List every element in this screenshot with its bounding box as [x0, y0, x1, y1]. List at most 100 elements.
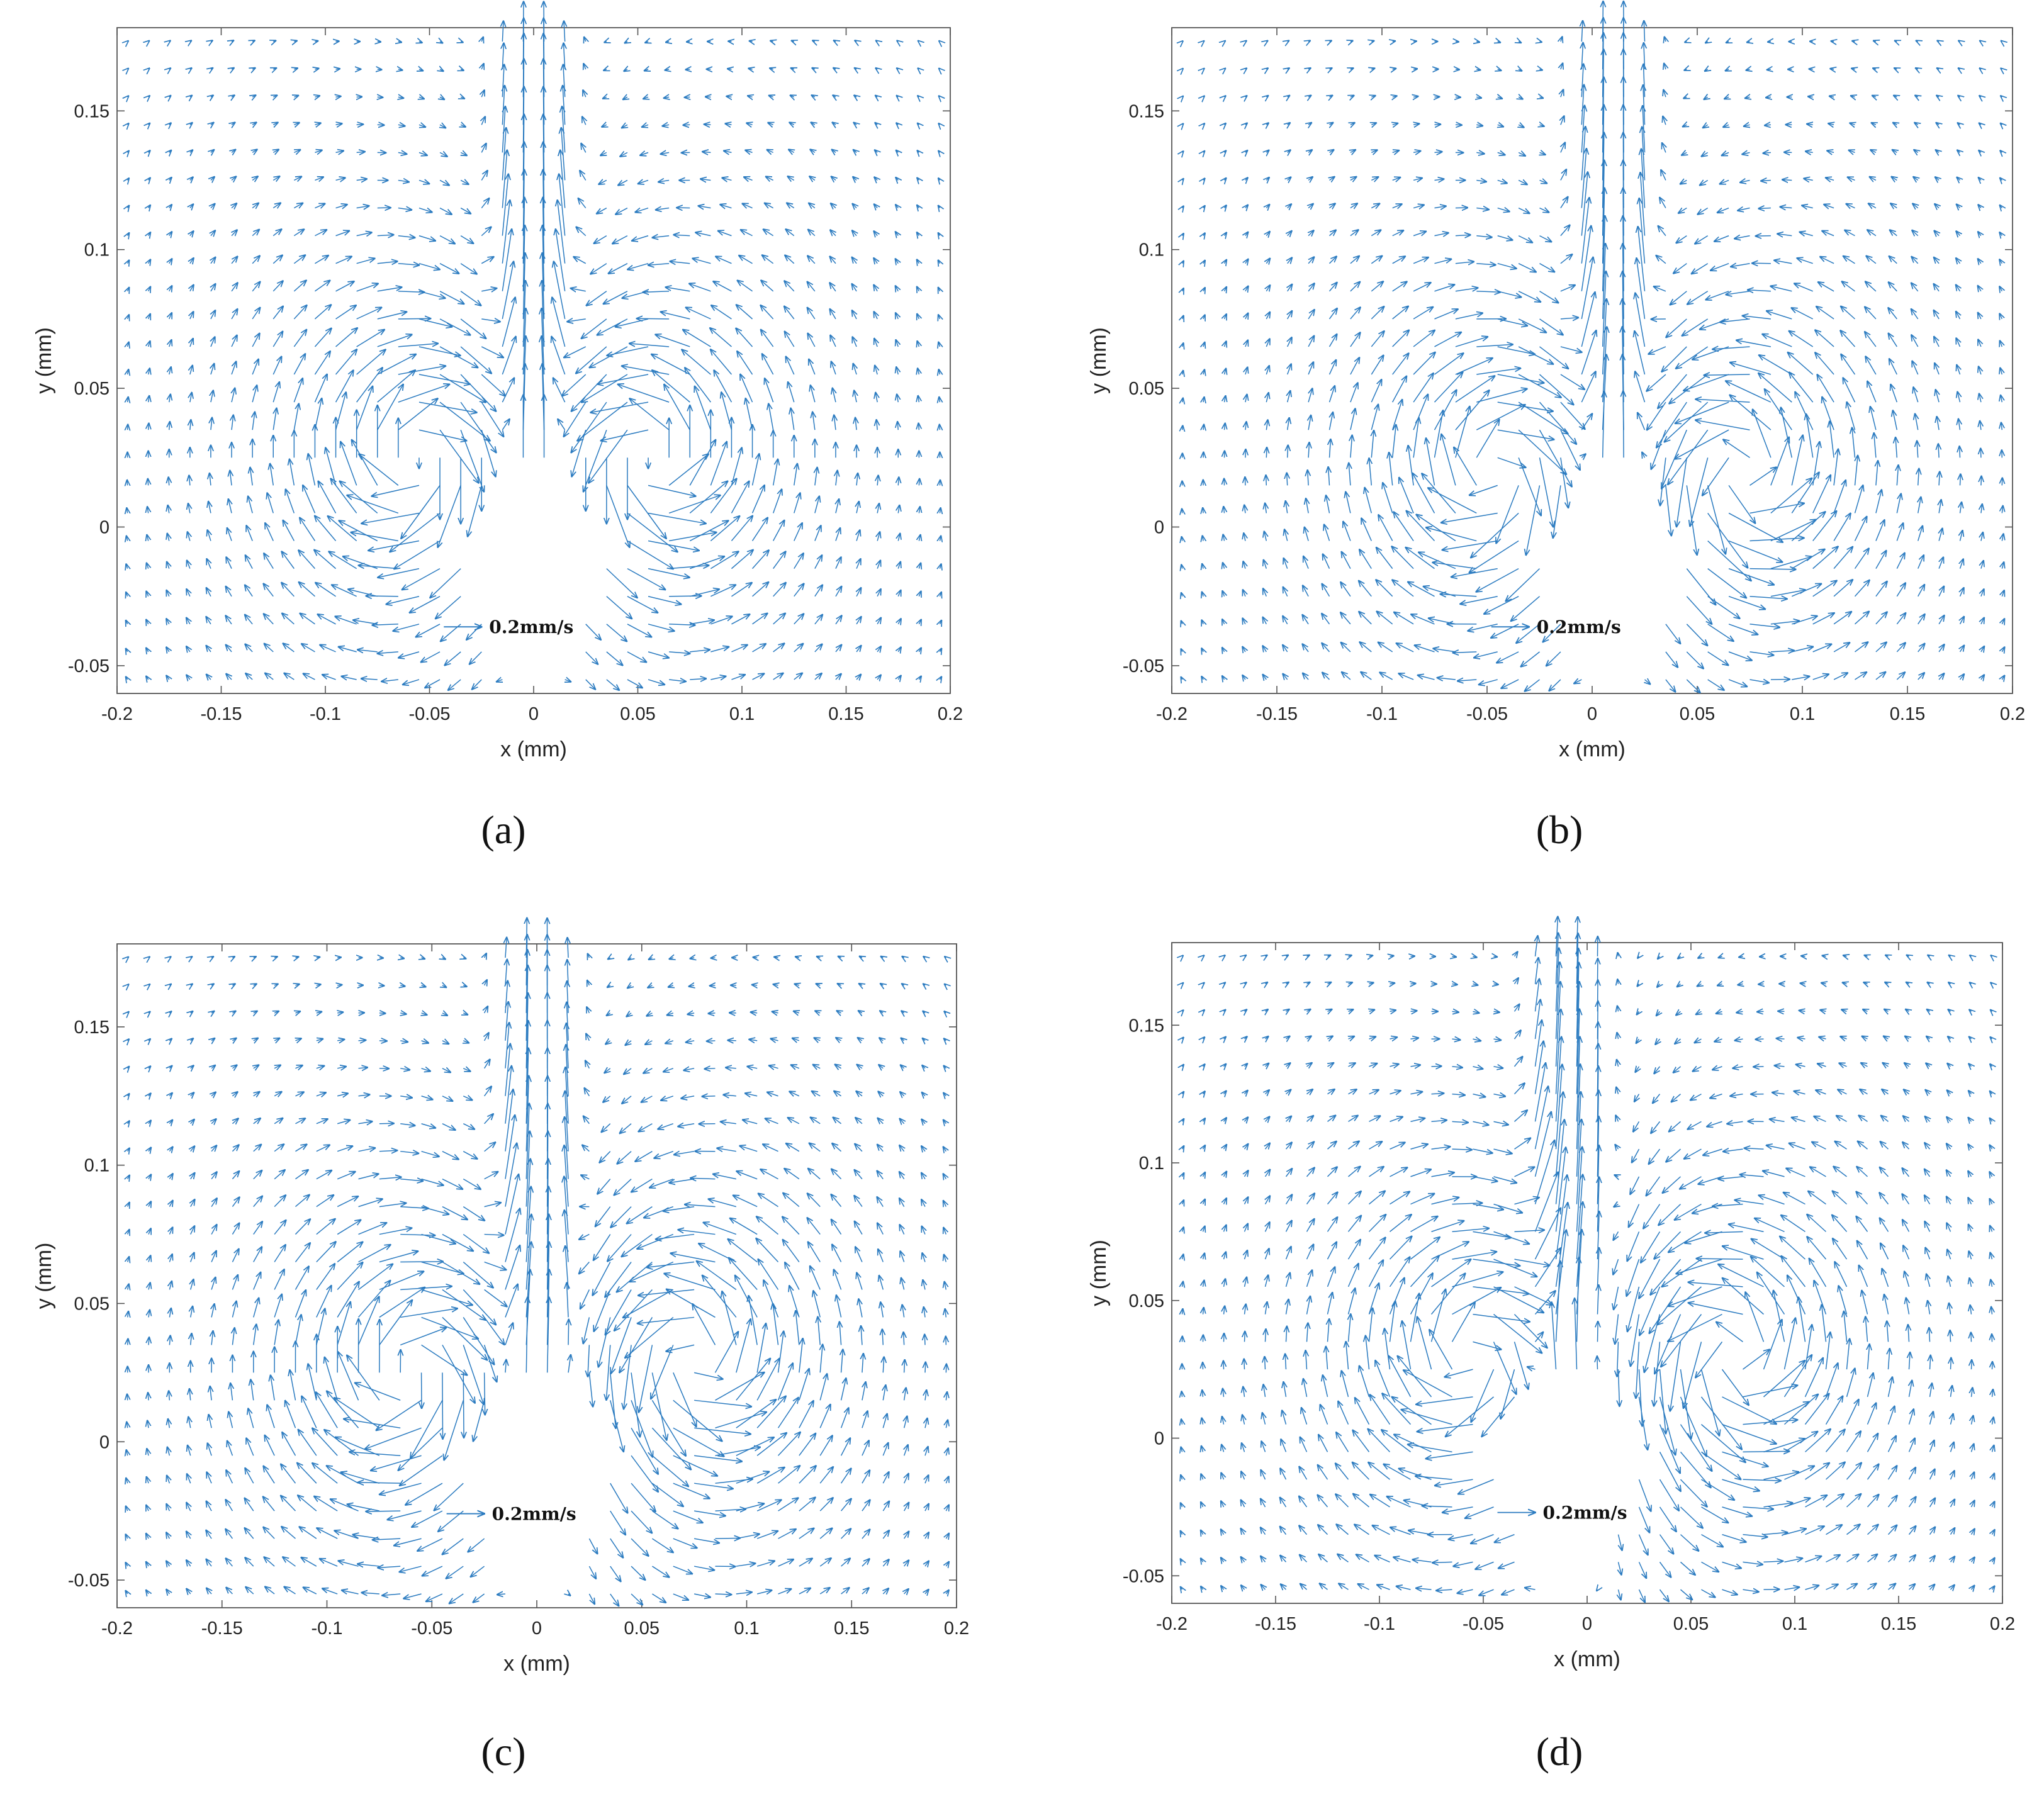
x-tick-label: 0.1: [729, 704, 755, 724]
velocity-arrow: [228, 499, 232, 513]
velocity-arrow: [149, 123, 150, 125]
velocity-arrow: [439, 429, 479, 483]
y-axis-label: y (mm): [32, 1243, 56, 1309]
velocity-arrow: [419, 69, 423, 70]
velocity-arrow: [439, 235, 455, 244]
velocity-arrow: [187, 561, 190, 569]
velocity-arrow: [438, 485, 461, 547]
velocity-arrow: [226, 557, 232, 569]
x-tick-label: -0.15: [201, 1618, 243, 1639]
velocity-arrow: [252, 95, 256, 97]
velocity-arrow: [315, 281, 330, 292]
velocity-arrow: [398, 264, 419, 266]
velocity-arrow: [418, 208, 432, 213]
velocity-arrow: [1413, 41, 1417, 42]
velocity-arrow: [398, 344, 438, 347]
velocity-arrow: [439, 346, 478, 367]
x-tick-label: -0.05: [411, 1618, 452, 1639]
velocity-arrow: [314, 398, 322, 430]
velocity-arrow: [169, 123, 171, 125]
velocity-arrow: [1245, 449, 1246, 458]
velocity-arrow: [339, 647, 357, 653]
velocity-arrow: [190, 40, 191, 42]
velocity-arrow: [190, 393, 192, 403]
velocity-arrow: [246, 525, 253, 541]
velocity-arrow: [461, 152, 467, 155]
velocity-arrow: [128, 151, 129, 153]
velocity-arrow: [186, 675, 190, 680]
x-tick-label: -0.05: [1466, 704, 1508, 724]
velocity-arrow: [335, 151, 344, 153]
velocity-arrow: [1760, 956, 1764, 957]
quiver-field: [126, 1, 941, 690]
velocity-arrow: [1597, 1356, 1598, 1370]
velocity-arrow: [293, 404, 298, 430]
velocity-arrow: [377, 335, 412, 347]
velocity-arrow: [190, 311, 194, 320]
velocity-arrow: [340, 442, 357, 486]
x-tick-label: -0.15: [1255, 1614, 1296, 1634]
velocity-arrow: [282, 551, 295, 569]
velocity-arrow: [169, 313, 172, 319]
velocity-arrow: [328, 516, 357, 542]
y-tick-label: -0.05: [68, 656, 110, 676]
y-tick-label: -0.05: [68, 1571, 110, 1591]
velocity-arrow: [2001, 41, 2002, 42]
velocity-arrow: [126, 649, 128, 652]
velocity-arrow: [1452, 956, 1456, 957]
velocity-arrow: [252, 150, 257, 153]
velocity-arrow: [190, 177, 193, 180]
velocity-arrow: [272, 332, 283, 347]
velocity-arrow: [1778, 1011, 1785, 1012]
velocity-arrow: [149, 178, 150, 181]
velocity-arrow: [378, 568, 420, 578]
velocity-arrow: [336, 41, 339, 42]
velocity-arrow: [265, 523, 274, 541]
velocity-arrow: [418, 374, 470, 384]
velocity-arrow: [167, 562, 169, 569]
x-tick-label: 0.2: [1990, 1614, 2015, 1634]
velocity-arrow: [1203, 41, 1204, 42]
velocity-arrow: [294, 177, 301, 181]
velocity-arrow: [356, 386, 373, 430]
velocity-arrow: [1203, 425, 1204, 430]
velocity-arrow: [340, 481, 378, 514]
velocity-arrow: [439, 207, 452, 215]
velocity-arrow: [252, 385, 257, 403]
velocity-arrow: [211, 123, 214, 125]
velocity-arrow: [126, 620, 128, 624]
velocity-arrow: [169, 422, 170, 430]
velocity-arrow: [126, 592, 127, 597]
velocity-arrow: [318, 614, 336, 625]
velocity-arrow: [299, 582, 315, 597]
velocity-arrow: [126, 536, 128, 541]
velocity-arrow: [300, 614, 315, 625]
velocity-arrow: [245, 673, 253, 680]
velocity-arrow: [128, 342, 129, 347]
velocity-arrow: [1182, 41, 1183, 42]
velocity-arrow: [356, 308, 382, 320]
velocity-arrow: [294, 123, 299, 125]
velocity-arrow: [231, 256, 237, 264]
velocity-arrow: [273, 95, 277, 97]
velocity-arrow: [232, 40, 233, 42]
velocity-arrow: [342, 676, 357, 680]
velocity-arrow: [146, 620, 148, 624]
velocity-arrow: [231, 283, 238, 292]
velocity-arrow: [439, 180, 449, 185]
velocity-arrow: [245, 555, 253, 569]
velocity-arrow: [378, 652, 398, 654]
velocity-arrow: [1757, 1011, 1764, 1012]
velocity-arrow: [252, 359, 259, 375]
velocity-arrow: [252, 282, 260, 292]
velocity-arrow: [273, 408, 276, 430]
velocity-arrow: [294, 41, 296, 42]
velocity-arrow: [252, 412, 255, 430]
y-tick-label: 0.05: [74, 1294, 110, 1314]
velocity-arrow: [359, 454, 399, 486]
velocity-arrow: [460, 318, 486, 339]
velocity-arrow: [190, 150, 193, 152]
velocity-arrow: [359, 1012, 364, 1013]
velocity-arrow: [460, 235, 473, 244]
